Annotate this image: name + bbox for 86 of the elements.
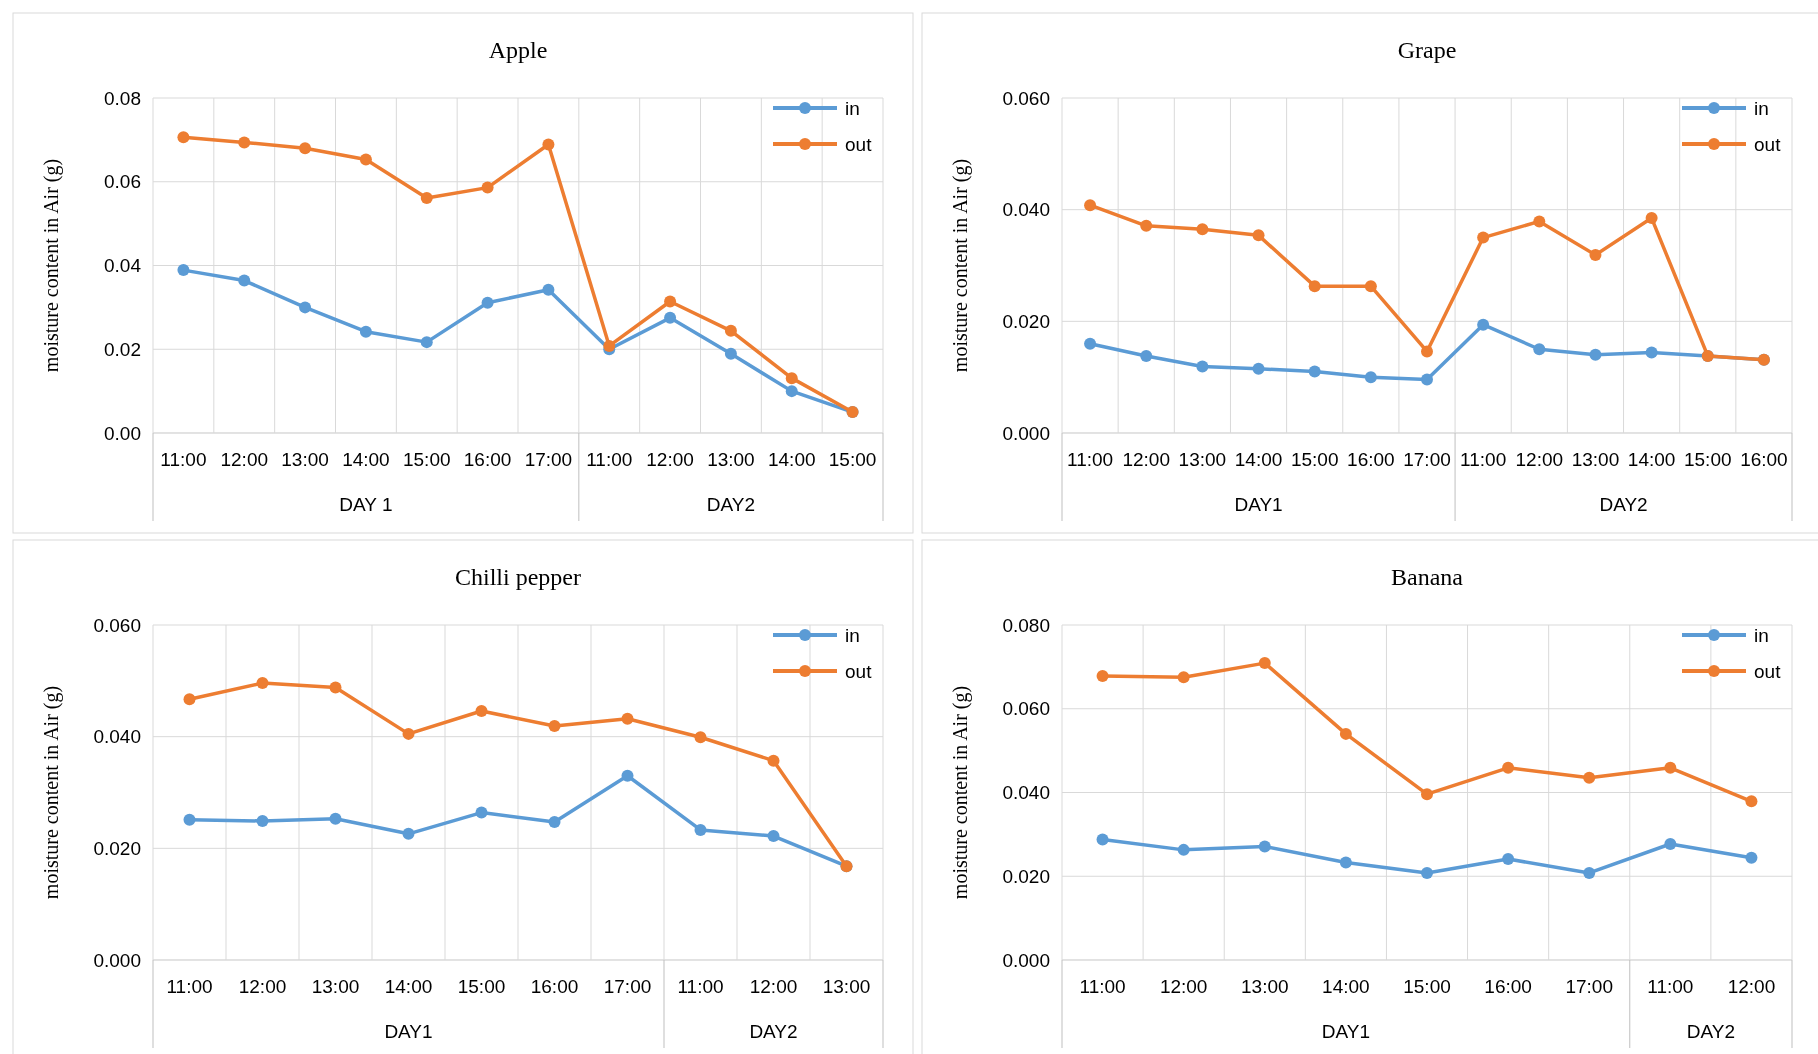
legend-label: out <box>1754 133 1782 155</box>
x-tick-label: 13:00 <box>1178 449 1227 470</box>
x-tick-label: 15:00 <box>402 449 451 470</box>
x-tick-label: 16:00 <box>1484 976 1532 997</box>
legend-label: out <box>1754 660 1782 682</box>
x-tick-label: 12:00 <box>1159 976 1208 997</box>
x-tick-label: 16:00 <box>1740 449 1788 470</box>
y-tick-label: 0.02 <box>104 338 141 360</box>
y-tick-label: 0.06 <box>104 171 141 193</box>
y-tick-label: 0.04 <box>104 255 142 277</box>
x-tick-label: 16:00 <box>1347 449 1395 470</box>
y-tick-label: 0.00 <box>104 422 141 444</box>
x-tick-label: 12:00 <box>1515 449 1564 470</box>
legend-label: in <box>845 624 860 646</box>
x-tick-label: 14:00 <box>1234 449 1283 470</box>
legend-label: in <box>1754 624 1769 646</box>
y-axis-title: moisture content in Air (g) <box>949 158 972 373</box>
x-tick-label: 11:00 <box>166 976 213 997</box>
y-tick-label: 0.080 <box>1002 614 1050 636</box>
legend-label: in <box>1754 97 1769 119</box>
y-tick-label: 0.020 <box>1002 310 1050 332</box>
x-tick-label: 13:00 <box>707 449 755 470</box>
x-tick-label: 12:00 <box>238 976 287 997</box>
chart-title: Apple <box>488 37 548 63</box>
y-tick-label: 0.000 <box>93 949 141 971</box>
x-tick-label: 17:00 <box>1565 976 1613 997</box>
x-tick-label: 11:00 <box>1067 449 1114 470</box>
x-tick-label: 12:00 <box>749 976 798 997</box>
y-tick-label: 0.000 <box>1002 949 1050 971</box>
legend-label: out <box>845 660 873 682</box>
x-tick-label: 12:00 <box>220 449 269 470</box>
x-tick-label: 13:00 <box>1571 449 1620 470</box>
x-tick-label: 12:00 <box>1727 976 1776 997</box>
x-tick-label: 14:00 <box>384 976 433 997</box>
x-tick-label: 17:00 <box>1403 449 1451 470</box>
text: DAY2 <box>706 494 756 515</box>
x-tick-label: 15:00 <box>828 449 877 470</box>
x-tick-label: 14:00 <box>342 449 390 470</box>
x-tick-label: 17:00 <box>603 976 652 997</box>
chart-title: Grape <box>1397 37 1457 63</box>
chart-title: Chilli pepper <box>455 564 581 590</box>
y-tick-label: 0.000 <box>1002 422 1050 444</box>
x-tick-label: 12:00 <box>646 449 694 470</box>
y-axis-title: moisture content in Air (g) <box>40 158 63 373</box>
y-tick-label: 0.040 <box>1002 782 1050 804</box>
x-tick-label: 11:00 <box>1647 976 1694 997</box>
text: DAY2 <box>749 1021 798 1042</box>
y-tick-label: 0.040 <box>93 726 141 748</box>
chart-title: Banana <box>1391 564 1464 590</box>
x-tick-label: 15:00 <box>1684 449 1732 470</box>
x-tick-label: 14:00 <box>1627 449 1676 470</box>
y-axis-title: moisture content in Air (g) <box>949 685 972 900</box>
y-tick-label: 0.060 <box>1002 87 1050 109</box>
x-tick-label: 13:00 <box>1241 976 1289 997</box>
y-tick-label: 0.060 <box>1002 698 1050 720</box>
x-tick-label: 11:00 <box>1460 449 1507 470</box>
y-tick-label: 0.020 <box>1002 865 1050 887</box>
text: DAY1 <box>1321 1021 1371 1042</box>
x-tick-label: 12:00 <box>1122 449 1170 470</box>
text: DAY 1 <box>339 494 393 515</box>
text: DAY1 <box>384 1021 433 1042</box>
x-tick-label: 11:00 <box>1079 976 1126 997</box>
y-tick-label: 0.040 <box>1002 199 1050 221</box>
text: DAY2 <box>1686 1021 1736 1042</box>
x-tick-label: 15:00 <box>457 976 506 997</box>
y-tick-label: 0.020 <box>93 837 141 859</box>
x-tick-label: 14:00 <box>767 449 816 470</box>
x-tick-label: 11:00 <box>586 449 633 470</box>
legend-label: out <box>845 133 873 155</box>
x-tick-label: 11:00 <box>160 449 207 470</box>
text: DAY2 <box>1599 494 1648 515</box>
y-tick-label: 0.08 <box>104 87 141 109</box>
x-tick-label: 14:00 <box>1322 976 1370 997</box>
x-tick-label: 13:00 <box>822 976 871 997</box>
text: DAY1 <box>1234 494 1283 515</box>
legend-label: in <box>845 97 860 119</box>
x-tick-label: 11:00 <box>677 976 724 997</box>
x-tick-label: 15:00 <box>1290 449 1339 470</box>
x-tick-label: 13:00 <box>281 449 329 470</box>
y-axis-title: moisture content in Air (g) <box>40 685 63 900</box>
x-tick-label: 16:00 <box>530 976 579 997</box>
x-tick-label: 15:00 <box>1403 976 1451 997</box>
x-tick-label: 16:00 <box>463 449 512 470</box>
x-tick-label: 17:00 <box>524 449 573 470</box>
x-tick-label: 13:00 <box>311 976 360 997</box>
y-tick-label: 0.060 <box>93 614 141 636</box>
